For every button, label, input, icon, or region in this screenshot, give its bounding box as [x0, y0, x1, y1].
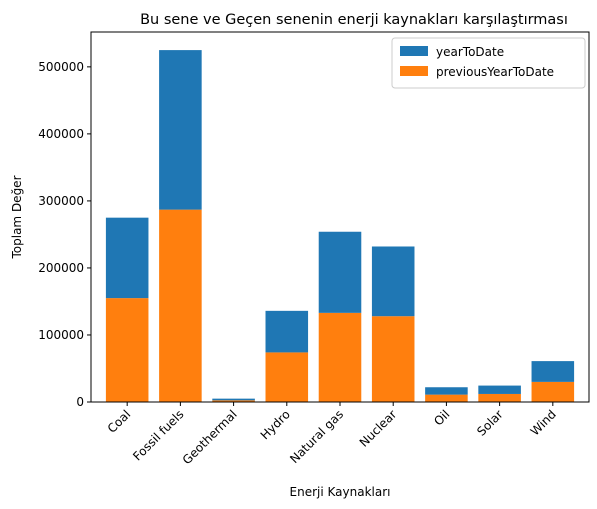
bar-yearToDate-natural-gas [318, 231, 362, 313]
bar-previousYearToDate-fossil-fuels [159, 209, 202, 402]
x-tick-label: Nuclear [357, 407, 400, 450]
bar-yearToDate-hydro [265, 310, 309, 353]
bar-previousYearToDate-natural-gas [318, 312, 362, 402]
bar-previousYearToDate-nuclear [371, 316, 415, 402]
bar-previousYearToDate-wind [531, 381, 575, 402]
y-tick-label: 200000 [38, 261, 84, 275]
bar-yearToDate-coal [105, 217, 149, 299]
x-tick-label: Fossil fuels [130, 407, 186, 463]
y-tick-label: 0 [76, 395, 84, 409]
bar-yearToDate-fossil-fuels [159, 50, 202, 210]
bar-yearToDate-wind [531, 361, 575, 382]
y-tick-label: 500000 [38, 60, 84, 74]
y-tick-label: 400000 [38, 127, 84, 141]
legend-label: yearToDate [436, 45, 504, 59]
legend-swatch [400, 66, 428, 76]
x-tick-label: Natural gas [287, 407, 346, 466]
chart-title: Bu sene ve Geçen senenin enerji kaynakla… [140, 12, 568, 28]
bar-previousYearToDate-coal [105, 298, 149, 402]
bar-previousYearToDate-solar [478, 393, 521, 402]
legend-box [391, 37, 586, 89]
y-tick-label: 100000 [38, 328, 84, 342]
bar-previousYearToDate-oil [425, 394, 468, 402]
legend-label: previousYearToDate [436, 65, 554, 79]
y-axis-label: Toplam Değer [10, 175, 24, 259]
x-tick-label: Oil [431, 407, 452, 428]
x-axis-label: Enerji Kaynakları [290, 485, 391, 499]
bar-previousYearToDate-geothermal [212, 400, 255, 402]
x-tick-label: Geothermal [180, 407, 240, 467]
bar-yearToDate-solar [478, 385, 521, 394]
x-tick-label: Solar [474, 407, 506, 439]
bar-yearToDate-nuclear [371, 246, 415, 317]
bar-yearToDate-geothermal [212, 398, 255, 401]
legend-swatch [400, 46, 428, 56]
bar-yearToDate-oil [425, 387, 468, 395]
x-tick-label: Hydro [258, 407, 293, 442]
x-tick-label: Wind [528, 407, 559, 438]
y-tick-label: 300000 [38, 194, 84, 208]
x-tick-label: Coal [105, 407, 134, 436]
bar-previousYearToDate-hydro [265, 352, 309, 402]
